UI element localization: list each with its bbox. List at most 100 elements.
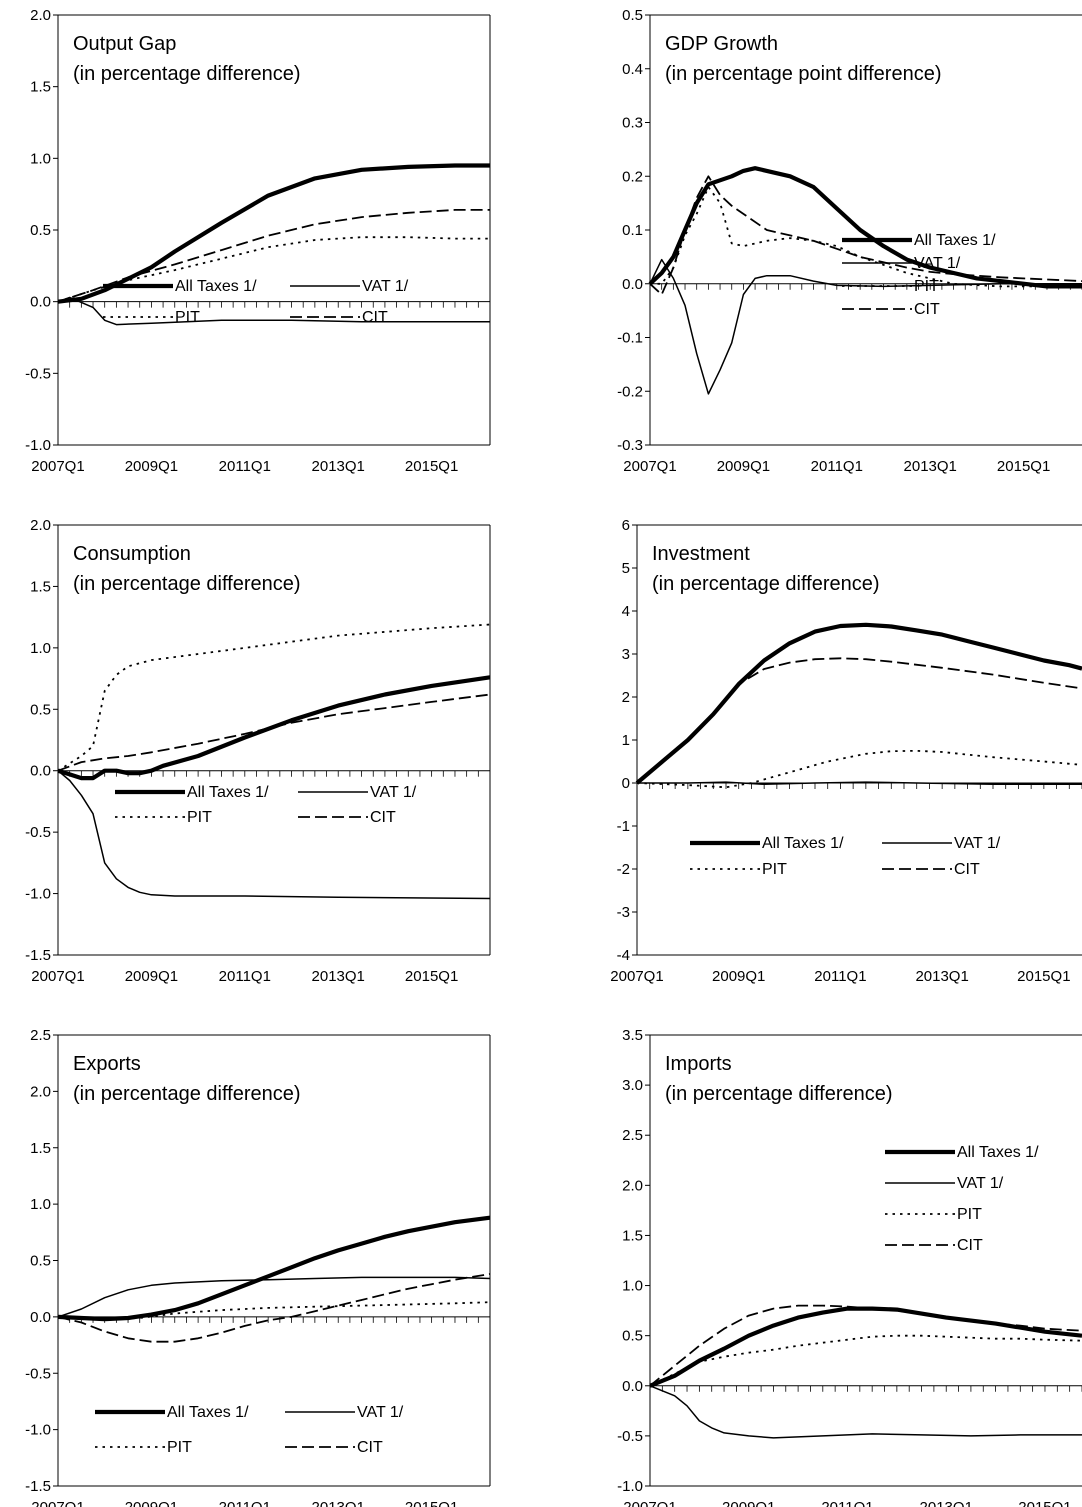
y-tick-label: 2.5: [30, 1027, 51, 1044]
x-tick-label: 2011Q1: [814, 968, 866, 985]
legend-label: All Taxes 1/: [914, 232, 996, 249]
chart-panel-5: -1.5 -1.0 -0.5 0.0 0.5 1.0 1.5 2.0 2.5 2007Q1 2009…: [25, 1027, 491, 1507]
y-tick-label: 2.5: [622, 1127, 643, 1144]
legend-label: VAT 1/: [954, 835, 1001, 852]
y-tick-label: -0.3: [617, 437, 643, 454]
y-tick-label: 4: [622, 603, 630, 620]
y-tick-label: -0.5: [25, 824, 51, 841]
x-tick-label: 2011Q1: [219, 1499, 271, 1507]
y-tick-label: -0.5: [617, 1428, 643, 1445]
x-tick-label: 2011Q1: [811, 458, 863, 475]
legend-label: PIT: [762, 861, 787, 878]
chart-subtitle: (in percentage point difference): [665, 63, 941, 85]
y-tick-label: 0.0: [622, 276, 643, 293]
y-tick-label: -1.5: [25, 947, 51, 964]
x-tick-label: 2013Q1: [904, 458, 957, 475]
series-line-cit: [57, 693, 491, 772]
legend-label: PIT: [187, 809, 212, 826]
y-tick-label: 0: [622, 775, 630, 792]
y-tick-label: 5: [622, 560, 630, 577]
series-line-cit: [57, 1273, 491, 1343]
legend-label: PIT: [957, 1206, 982, 1223]
x-tick-label: 2009Q1: [125, 458, 178, 475]
x-tick-label: 2013Q1: [312, 458, 365, 475]
legend-label: CIT: [362, 309, 388, 326]
series-line-pit: [650, 186, 1082, 288]
y-tick-label: 1.5: [30, 79, 51, 96]
chart-title: Investment: [652, 543, 750, 565]
y-tick-label: 1.0: [30, 1196, 51, 1213]
y-tick-label: -1.0: [25, 437, 51, 454]
y-tick-label: 3.5: [622, 1027, 643, 1044]
y-tick-label: -1.0: [617, 1478, 643, 1495]
x-tick-label: 2015Q1: [405, 458, 458, 475]
y-tick-label: 0.5: [622, 7, 643, 24]
legend-label: VAT 1/: [357, 1404, 404, 1421]
y-tick-label: -1.0: [25, 886, 51, 903]
chart-title: Exports: [73, 1053, 141, 1075]
y-tick-label: 3.0: [622, 1077, 643, 1094]
x-tick-label: 2011Q1: [821, 1499, 873, 1507]
y-tick-label: 1.5: [30, 578, 51, 595]
y-tick-label: -1.0: [25, 1422, 51, 1439]
y-tick-label: -0.1: [617, 330, 643, 347]
x-tick-label: 2011Q1: [219, 968, 271, 985]
y-tick-label: 2: [622, 689, 630, 706]
y-tick-label: 0.0: [622, 1378, 643, 1395]
x-tick-label: 2009Q1: [717, 458, 770, 475]
x-tick-label: 2007Q1: [31, 968, 84, 985]
series-line-vat-1: [649, 258, 1082, 395]
series-line-pit: [57, 236, 490, 303]
chart-subtitle: (in percentage difference): [73, 573, 301, 595]
legend: All Taxes 1/VAT 1/PIT CIT: [690, 835, 1001, 878]
series-line-vat-1: [57, 1276, 491, 1318]
x-tick-label: 2009Q1: [712, 968, 765, 985]
y-tick-label: 1.5: [30, 1140, 51, 1157]
x-tick-label: 2015Q1: [1018, 1499, 1071, 1507]
x-tick-label: 2013Q1: [920, 1499, 973, 1507]
y-tick-label: 0.2: [622, 168, 643, 185]
series-line-vat-1: [57, 770, 491, 900]
legend-label: CIT: [914, 301, 940, 318]
y-tick-label: 2.0: [622, 1177, 643, 1194]
legend-label: VAT 1/: [362, 278, 409, 295]
chart-panel-6: -1.0 -0.5 0.0 0.5 1.0 1.5 2.0 2.5 3.0 3.5 2007Q1 20…: [617, 1027, 1082, 1507]
series-line-pit: [57, 623, 491, 772]
x-tick-label: 2011Q1: [219, 458, 271, 475]
legend-label: All Taxes 1/: [957, 1144, 1039, 1161]
y-tick-label: 2.0: [30, 1083, 51, 1100]
y-tick-label: -1: [617, 818, 630, 835]
y-tick-label: -0.5: [25, 1365, 51, 1382]
series-line-pit: [636, 749, 1082, 789]
x-tick-label: 2015Q1: [997, 458, 1050, 475]
chart-panel-3: -1.5 -1.0 -0.5 0.0 0.5 1.0 1.5 2.0 2007Q1 2009Q1 2…: [25, 517, 491, 985]
series-line-cit: [649, 175, 1082, 296]
chart-panel-2: -0.3 -0.2 -0.1 0.0 0.1 0.2 0.3 0.4 0.5 2007Q1 2009…: [617, 7, 1082, 475]
series-line-all-taxes-1: [57, 163, 490, 304]
legend-label: All Taxes 1/: [167, 1404, 249, 1421]
legend-label: VAT 1/: [957, 1175, 1004, 1192]
chart-panel-4: -4 -3 -2 -1 0 1 2 3 4 5 6 2007Q1 2009Q1 2011Q1 2013Q1 2…: [610, 517, 1082, 985]
y-tick-label: 0.5: [30, 222, 51, 239]
series-line-all-taxes-1: [57, 675, 491, 781]
x-tick-label: 2013Q1: [312, 1499, 365, 1507]
chart-title: GDP Growth: [665, 33, 778, 55]
y-tick-label: 1.0: [30, 150, 51, 167]
legend-label: VAT 1/: [914, 255, 961, 272]
x-tick-label: 2007Q1: [31, 1499, 84, 1507]
legend-label: CIT: [357, 1439, 383, 1456]
series-line-vat-1: [637, 781, 1082, 786]
chart-subtitle: (in percentage difference): [665, 1083, 893, 1105]
x-tick-label: 2007Q1: [623, 1499, 676, 1507]
x-tick-label: 2013Q1: [915, 968, 968, 985]
y-tick-label: -0.2: [617, 383, 643, 400]
series-line-all-taxes-1: [57, 1215, 491, 1322]
chart-subtitle: (in percentage difference): [73, 1083, 301, 1105]
y-tick-label: 3: [622, 646, 630, 663]
x-tick-label: 2015Q1: [405, 1499, 458, 1507]
x-tick-label: 2015Q1: [405, 968, 458, 985]
x-tick-label: 2007Q1: [610, 968, 663, 985]
x-tick-label: 2009Q1: [125, 968, 178, 985]
y-tick-label: 0.3: [622, 115, 643, 132]
legend: All Taxes 1/VAT 1/PIT CIT: [885, 1144, 1039, 1254]
